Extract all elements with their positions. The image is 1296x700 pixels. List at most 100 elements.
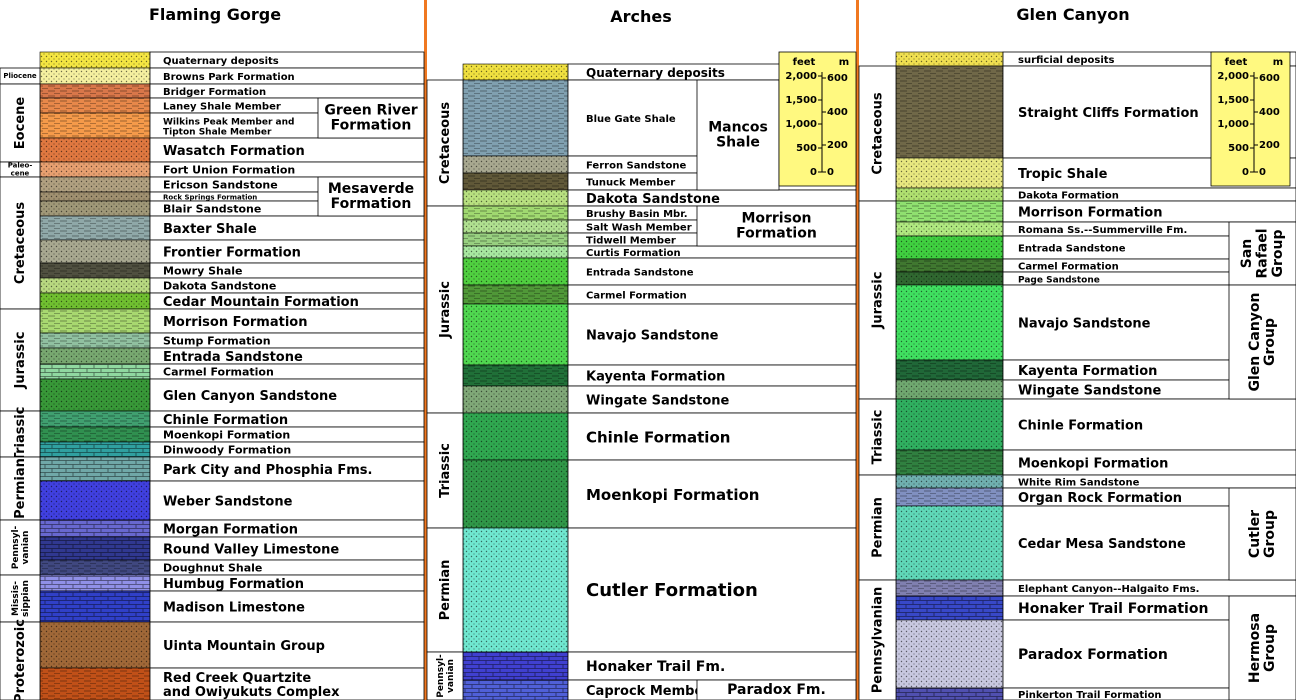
scale-tick-label: 0: [827, 167, 834, 178]
period-cell: [0, 621, 41, 700]
rock-texture: [40, 591, 150, 622]
unit-cell: [567, 257, 857, 286]
scale-tick-label: 0: [810, 167, 817, 178]
unit-label: Brushy Basin Mbr.: [586, 209, 688, 220]
rock-texture: [40, 481, 150, 520]
rock-texture: [463, 304, 568, 365]
column-divider: [424, 0, 427, 700]
rock-texture: [463, 528, 568, 652]
period-label: Triassic: [13, 407, 28, 462]
rock-texture: [40, 364, 150, 379]
rock-texture: [40, 411, 150, 427]
unit-label: Wasatch Formation: [163, 144, 305, 159]
rock-texture: [40, 309, 150, 333]
rock-texture: [896, 66, 1003, 158]
group-label: Green River Formation: [324, 102, 417, 133]
rock-texture: [463, 220, 568, 233]
period-label: Pennsylvanian: [870, 587, 885, 694]
unit-label: Caprock Member: [586, 684, 710, 699]
unit-label: Frontier Formation: [163, 245, 301, 260]
period-label: Permian: [870, 497, 885, 558]
unit-label: Blue Gate Shale: [586, 114, 676, 125]
unit-label: Pinkerton Trail Formation: [1018, 690, 1162, 700]
unit-label: Romana Ss.--Summerville Fm.: [1018, 225, 1187, 236]
unit-label: Glen Canyon Sandstone: [163, 389, 337, 404]
unit-label: Kayenta Formation: [1018, 364, 1157, 379]
period-cell: [426, 79, 464, 207]
rock-texture: [463, 233, 568, 246]
rock-texture: [896, 380, 1003, 399]
unit-label: Carmel Formation: [163, 366, 274, 379]
rock-texture: [463, 156, 568, 173]
unit-label: Curtis Formation: [586, 248, 681, 259]
period-cell: [858, 474, 897, 581]
unit-cell: [149, 378, 425, 412]
period-cell: [426, 412, 464, 529]
rock-texture: [463, 285, 568, 304]
scale-unit: m: [1273, 57, 1283, 68]
period-cell: [0, 456, 41, 521]
rock-texture: [40, 560, 150, 575]
unit-label: Blair Sandstone: [163, 203, 261, 216]
scale-tick-label: 1,000: [1217, 119, 1249, 130]
group-label: Mesaverde Formation: [328, 181, 414, 212]
scale-tick-label: 2,000: [785, 71, 817, 82]
column-title: Flaming Gorge: [149, 5, 281, 24]
rock-texture: [463, 80, 568, 156]
period-cell: [858, 579, 897, 700]
period-cell: [426, 651, 464, 700]
period-label: Jurassic: [13, 332, 28, 390]
unit-label: Browns Park Formation: [163, 72, 295, 83]
rock-texture: [896, 620, 1003, 688]
unit-cell: [149, 215, 425, 241]
rock-texture: [896, 285, 1003, 360]
scale-unit: feet: [793, 57, 816, 68]
group-label: Morrison Formation: [736, 210, 817, 241]
rock-texture: [40, 263, 150, 278]
unit-cell: [567, 527, 857, 653]
scale-tick-label: 2,000: [1217, 71, 1249, 82]
unit-label: White Rim Sandstone: [1018, 478, 1140, 489]
rock-texture: [40, 84, 150, 98]
rock-texture: [40, 52, 150, 68]
unit-cell: [149, 137, 425, 163]
unit-label: Ericson Sandstone: [163, 179, 278, 192]
unit-label: Paradox Formation: [1018, 647, 1168, 663]
period-label: Paleo-cene: [8, 162, 33, 178]
scale-tick-label: 400: [827, 107, 848, 118]
unit-label: Wingate Sandstone: [1018, 383, 1162, 398]
unit-label: Cutler Formation: [586, 580, 758, 601]
rock-texture: [40, 98, 150, 113]
rock-texture: [40, 668, 150, 700]
rock-texture: [40, 622, 150, 668]
scale-tick-label: 500: [1228, 143, 1249, 154]
unit-label: Tunuck Member: [586, 178, 675, 189]
rock-texture: [896, 488, 1003, 506]
rock-texture: [896, 158, 1003, 188]
scale-tick-label: 200: [827, 140, 848, 151]
scale-tick-label: 200: [1259, 140, 1280, 151]
rock-texture: [463, 258, 568, 285]
scale-tick-label: 500: [796, 143, 817, 154]
rock-texture: [896, 506, 1003, 580]
rock-texture: [40, 457, 150, 481]
group-cell: [317, 97, 425, 139]
unit-label: Navajo Sandstone: [586, 328, 719, 343]
unit-label: Carmel Formation: [586, 291, 687, 302]
unit-label: Tidwell Member: [586, 236, 676, 247]
period-label: Cretaceous: [13, 202, 28, 284]
group-cell: [696, 205, 857, 247]
unit-cell: [1002, 398, 1296, 451]
unit-label: Baxter Shale: [163, 222, 257, 237]
unit-label: Dinwoody Formation: [163, 444, 291, 457]
rock-texture: [896, 188, 1003, 201]
group-cell: [696, 679, 857, 700]
rock-texture: [40, 348, 150, 364]
rock-texture: [40, 113, 150, 138]
group-label: Mancos Shale: [708, 119, 768, 150]
unit-cell: [1002, 687, 1296, 700]
scale-box: [778, 51, 857, 187]
period-label: Triassic: [870, 410, 885, 465]
rock-texture: [896, 236, 1003, 259]
unit-label: Doughnut Shale: [163, 562, 262, 575]
